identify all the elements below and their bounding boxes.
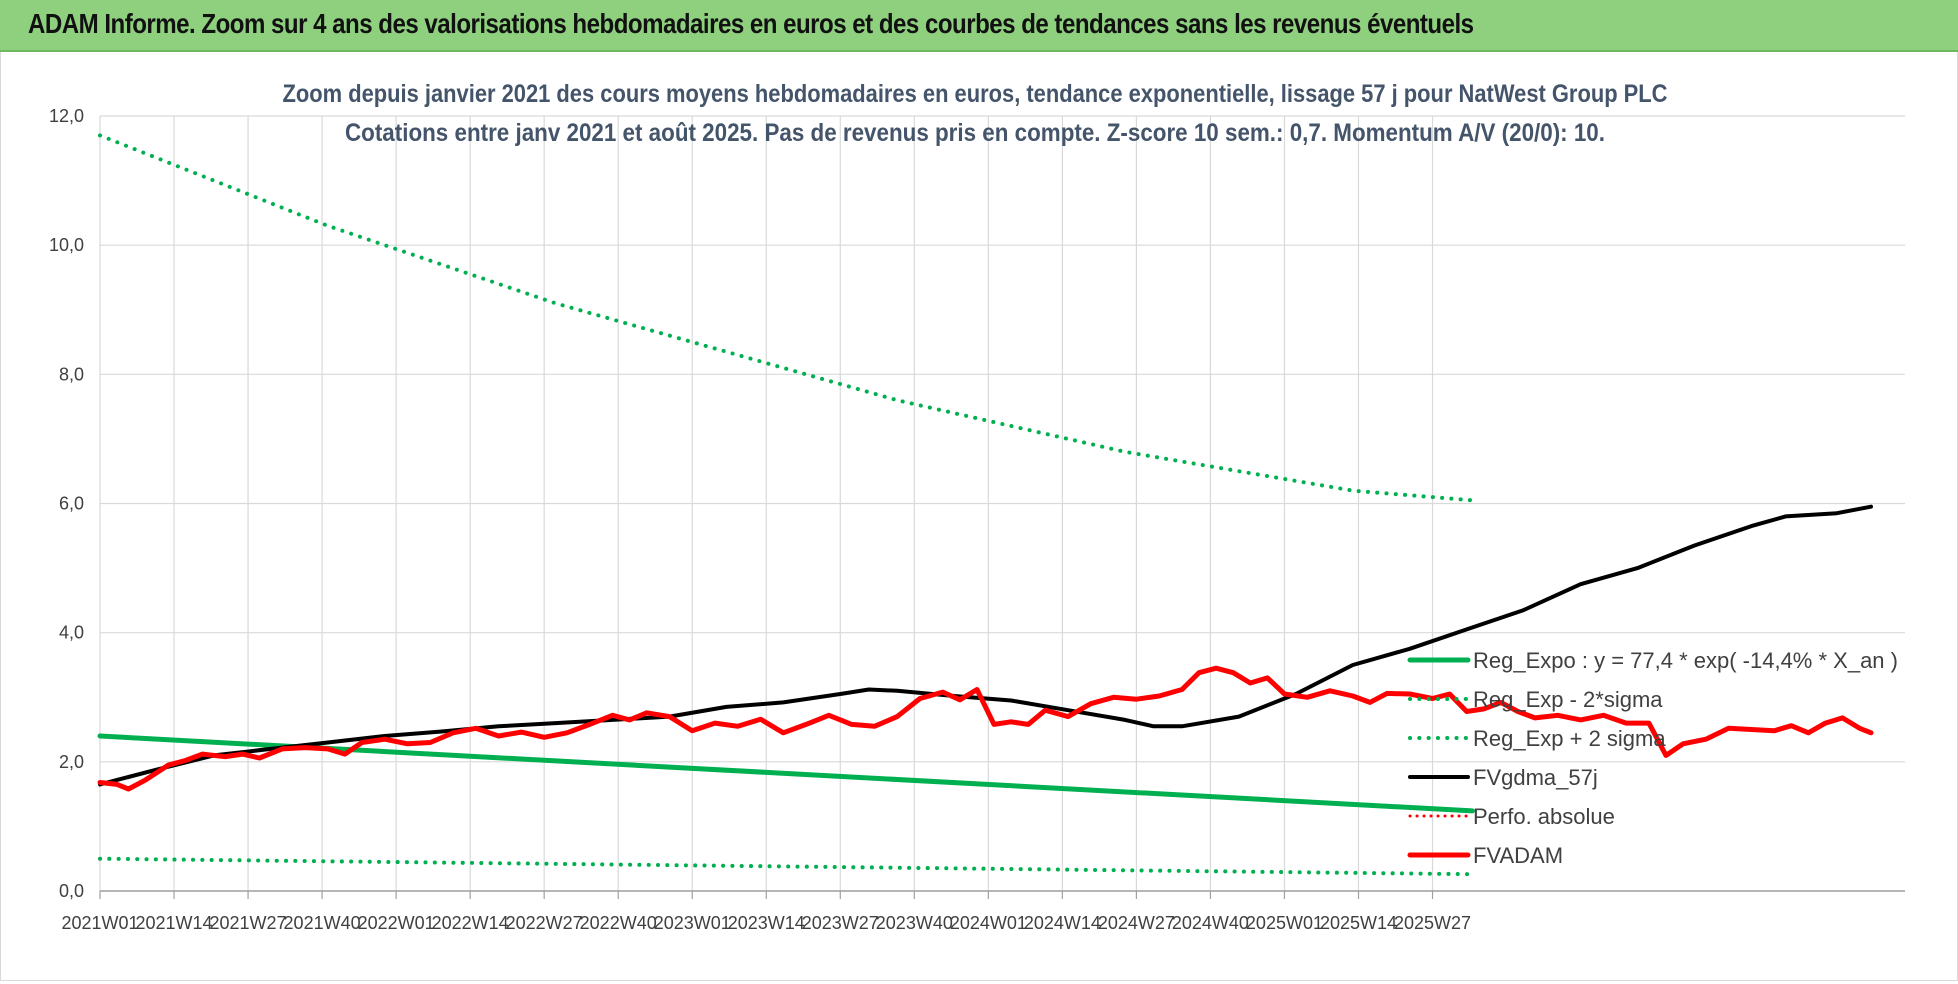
legend-label-5: FVADAM — [1473, 843, 1563, 868]
legend-label-3: FVgdma_57j — [1473, 765, 1598, 790]
x-tick-label: 2025W01 — [1246, 913, 1323, 933]
x-tick-label: 2024W14 — [1024, 913, 1101, 933]
legend-label-0: Reg_Expo : y = 77,4 * exp( -14,4% * X_an… — [1473, 648, 1898, 673]
chart-subtitle: Cotations entre janv 2021 et août 2025. … — [345, 119, 1605, 147]
chart-title: Zoom depuis janvier 2021 des cours moyen… — [283, 80, 1668, 108]
series-line-5 — [97, 665, 1874, 792]
x-tick-label: 2022W14 — [432, 913, 509, 933]
y-tick-label: 10,0 — [49, 235, 84, 255]
x-tick-label: 2021W27 — [210, 913, 287, 933]
x-tick-label: 2024W27 — [1098, 913, 1175, 933]
x-tick-label: 2023W40 — [876, 913, 953, 933]
x-tick-label: 2023W27 — [802, 913, 879, 933]
series-line-3 — [98, 504, 1873, 787]
x-tick-label: 2022W01 — [358, 913, 435, 933]
x-tick-label: 2021W40 — [284, 913, 361, 933]
legend-label-1: Reg_Exp - 2*sigma — [1473, 687, 1663, 712]
x-tick-label: 2025W27 — [1394, 913, 1471, 933]
series-line-1 — [98, 856, 1475, 877]
y-tick-label: 2,0 — [59, 752, 84, 772]
grid-layer — [99, 115, 1905, 892]
legend: Reg_Expo : y = 77,4 * exp( -14,4% * X_an… — [1407, 648, 1898, 868]
y-tick-label: 8,0 — [59, 364, 84, 384]
x-tick-label: 2024W01 — [950, 913, 1027, 933]
legend-label-4: Perfo. absolue — [1473, 804, 1615, 829]
x-tick-label: 2024W40 — [1172, 913, 1249, 933]
y-tick-label: 4,0 — [59, 623, 84, 643]
x-tick-label: 2021W01 — [61, 913, 138, 933]
legend-label-2: Reg_Exp + 2 sigma — [1473, 726, 1666, 751]
x-tick-label: 2021W14 — [135, 913, 212, 933]
y-tick-label: 12,0 — [49, 106, 84, 126]
x-tick-label: 2023W14 — [728, 913, 805, 933]
x-tick-label: 2025W14 — [1320, 913, 1397, 933]
series-layer — [97, 133, 1874, 877]
y-tick-label: 6,0 — [59, 494, 84, 514]
x-tick-label: 2023W01 — [654, 913, 731, 933]
series-line-2 — [98, 133, 1475, 503]
header-bar: ADAM Informe. Zoom sur 4 ans des valoris… — [0, 0, 1958, 52]
y-tick-label: 0,0 — [59, 881, 84, 901]
x-tick-label: 2022W40 — [580, 913, 657, 933]
x-tick-label: 2022W27 — [506, 913, 583, 933]
header-title: ADAM Informe. Zoom sur 4 ans des valoris… — [28, 8, 1474, 39]
axis-layer: 0,02,04,06,08,010,012,02021W012021W14202… — [49, 106, 1905, 933]
